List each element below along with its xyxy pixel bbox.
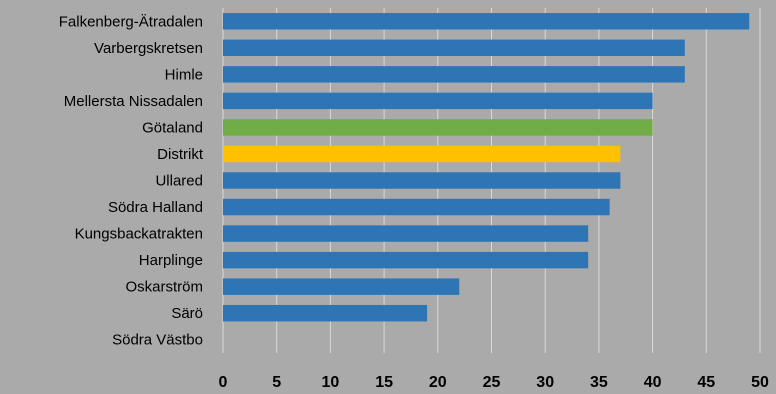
x-tick-label: 25	[483, 374, 501, 391]
bar	[223, 172, 621, 189]
category-label: Särö	[171, 305, 203, 322]
bar	[223, 92, 653, 110]
category-label: Götaland	[142, 119, 203, 136]
bar	[223, 66, 685, 83]
x-axis-ticks: 0 5 10 15 20 25 30 35 40 45 50	[219, 374, 769, 391]
bar	[223, 278, 460, 295]
category-label: Himle	[165, 66, 203, 83]
x-tick-label: 30	[536, 374, 554, 391]
category-label: Falkenberg-Ätradalen	[59, 13, 203, 30]
x-tick-label: 5	[272, 374, 281, 391]
bar	[223, 119, 653, 136]
category-label: Södra Halland	[108, 199, 203, 216]
category-label: Södra Västbo	[112, 332, 203, 349]
category-label: Oskarström	[125, 279, 203, 296]
x-tick-label: 20	[429, 374, 447, 391]
category-label: Varbergskretsen	[94, 40, 203, 57]
x-tick-label: 50	[751, 374, 769, 391]
category-label: Mellersta Nissadalen	[64, 93, 203, 110]
x-tick-label: 40	[644, 374, 662, 391]
x-tick-label: 15	[375, 374, 393, 391]
category-label: Ullared	[155, 173, 203, 190]
category-label: Harplinge	[139, 252, 203, 269]
x-tick-label: 35	[590, 374, 608, 391]
bar	[223, 251, 589, 269]
category-labels: Falkenberg-Ätradalen Varbergskretsen Himle…	[59, 13, 204, 348]
bar	[223, 13, 750, 30]
bar	[223, 225, 589, 242]
bar	[223, 39, 685, 57]
x-tick-label: 45	[697, 374, 715, 391]
x-tick-label: 10	[322, 374, 340, 391]
bar	[223, 304, 428, 322]
bar	[223, 145, 621, 163]
category-label: Kungsbackatrakten	[75, 226, 203, 243]
bar	[223, 198, 610, 216]
category-label: Distrikt	[157, 146, 204, 163]
x-tick-label: 0	[219, 374, 228, 391]
bars	[223, 13, 750, 322]
